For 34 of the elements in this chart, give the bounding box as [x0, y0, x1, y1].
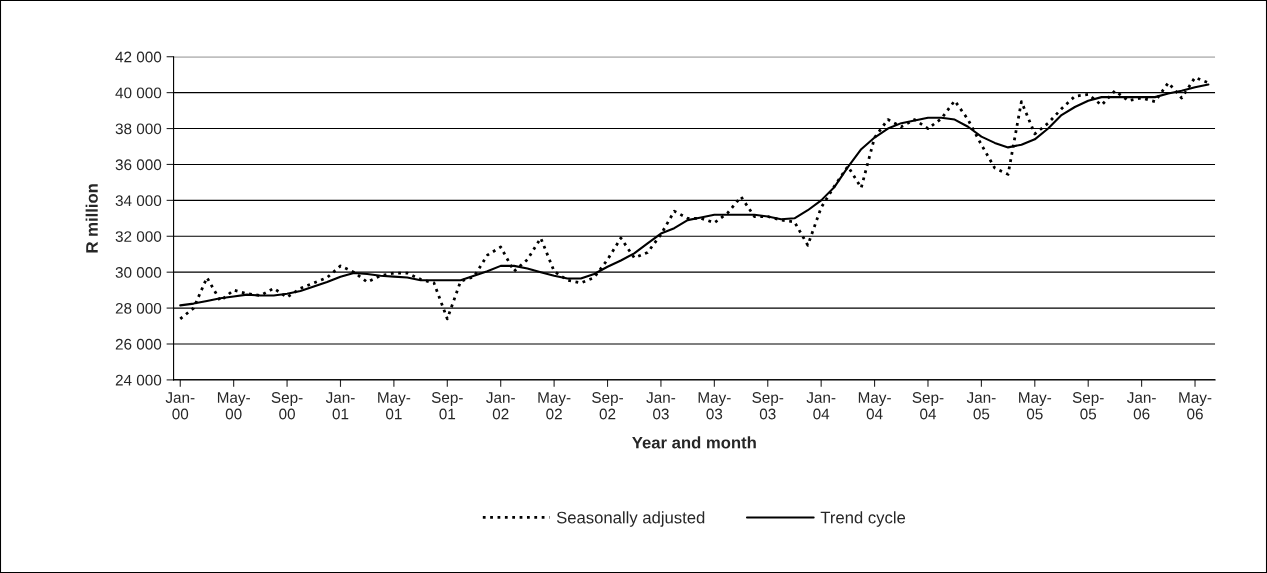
y-tick-label: 40 000 — [115, 87, 162, 99]
x-tick-label: Sep-00 — [271, 392, 303, 420]
x-tick-label: May-00 — [217, 392, 250, 420]
x-tick-label: Jan-02 — [486, 392, 515, 420]
y-tick-label: 32 000 — [115, 231, 162, 242]
y-tick-label: 36 000 — [115, 159, 162, 171]
x-tick-label: May-02 — [538, 392, 571, 420]
x-tick-label: Jan-00 — [165, 392, 195, 420]
x-tick-label: Jan-03 — [646, 392, 676, 420]
x-axis-title: Year and month — [632, 436, 756, 449]
x-tick-label: Sep-02 — [592, 392, 623, 420]
x-tick-label: Jan-01 — [325, 392, 355, 420]
x-tick-label: Jan-05 — [966, 392, 996, 420]
y-tick-label: 42 000 — [115, 51, 162, 63]
legend-label: Trend cycle — [820, 511, 906, 527]
x-tick-label: May-06 — [1179, 392, 1212, 420]
x-tick-label: Sep-04 — [912, 392, 944, 420]
x-tick-label: Sep-05 — [1072, 392, 1104, 420]
y-tick-label: 30 000 — [115, 267, 162, 278]
y-axis-title: R million — [85, 184, 98, 253]
y-tick-label: 38 000 — [115, 123, 162, 135]
x-tick-label: May-03 — [698, 392, 731, 420]
x-tick-label: Sep-03 — [752, 392, 784, 420]
y-tick-label: 28 000 — [115, 302, 162, 314]
x-tick-label: Sep-01 — [431, 392, 463, 420]
y-tick-label: 24 000 — [115, 374, 162, 386]
x-tick-label: May-05 — [1019, 392, 1052, 420]
y-tick-label: 34 000 — [115, 195, 162, 207]
x-tick-label: May-04 — [858, 392, 891, 420]
x-tick-label: Jan-04 — [806, 392, 836, 420]
legend-label: Seasonally adjusted — [556, 511, 705, 527]
x-tick-label: Jan-06 — [1127, 392, 1156, 420]
y-tick-label: 26 000 — [115, 338, 162, 350]
x-tick-label: May-01 — [378, 392, 411, 420]
